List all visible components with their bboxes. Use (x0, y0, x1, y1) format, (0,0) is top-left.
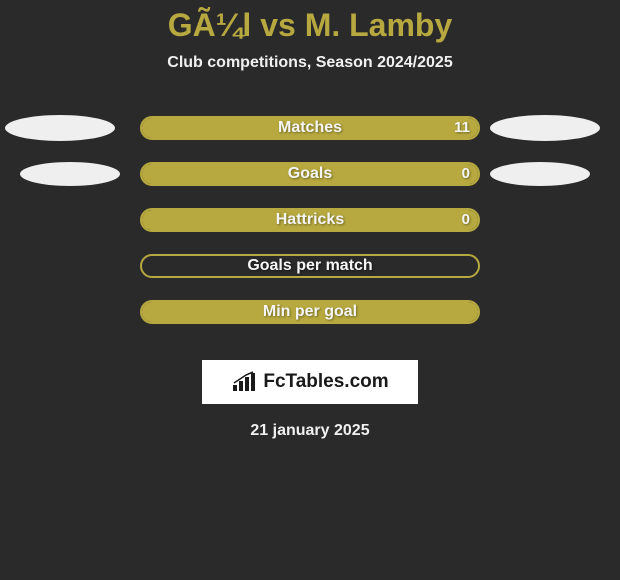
stat-row: Goals0 (0, 162, 620, 186)
bar-frame (140, 208, 480, 232)
bar-fill-right (142, 164, 478, 184)
date-label: 21 january 2025 (250, 422, 369, 440)
stat-row: Matches11 (0, 116, 620, 140)
page-title: GÃ¼l vs M. Lamby (168, 6, 453, 44)
left-ellipse (5, 115, 115, 141)
stats-area: Matches11 Goals0 Hattricks0 Goals per match… (0, 116, 620, 346)
logo-box: FcTables.com (202, 360, 418, 404)
bar-frame (140, 116, 480, 140)
bar-fill-right (142, 118, 478, 138)
right-ellipse (490, 115, 600, 141)
left-ellipse (20, 162, 120, 186)
bar-fill-right (142, 302, 478, 322)
stat-row: Min per goal (0, 300, 620, 324)
bar-frame (140, 254, 480, 278)
main-container: GÃ¼l vs M. Lamby Club competitions, Seas… (0, 0, 620, 440)
bar-fill-right (142, 210, 478, 230)
page-subtitle: Club competitions, Season 2024/2025 (167, 54, 452, 72)
right-ellipse (490, 162, 590, 186)
logo-text: FcTables.com (263, 371, 388, 393)
stat-row: Goals per match (0, 254, 620, 278)
chart-icon (231, 371, 257, 393)
stat-row: Hattricks0 (0, 208, 620, 232)
bar-frame (140, 300, 480, 324)
bar-frame (140, 162, 480, 186)
